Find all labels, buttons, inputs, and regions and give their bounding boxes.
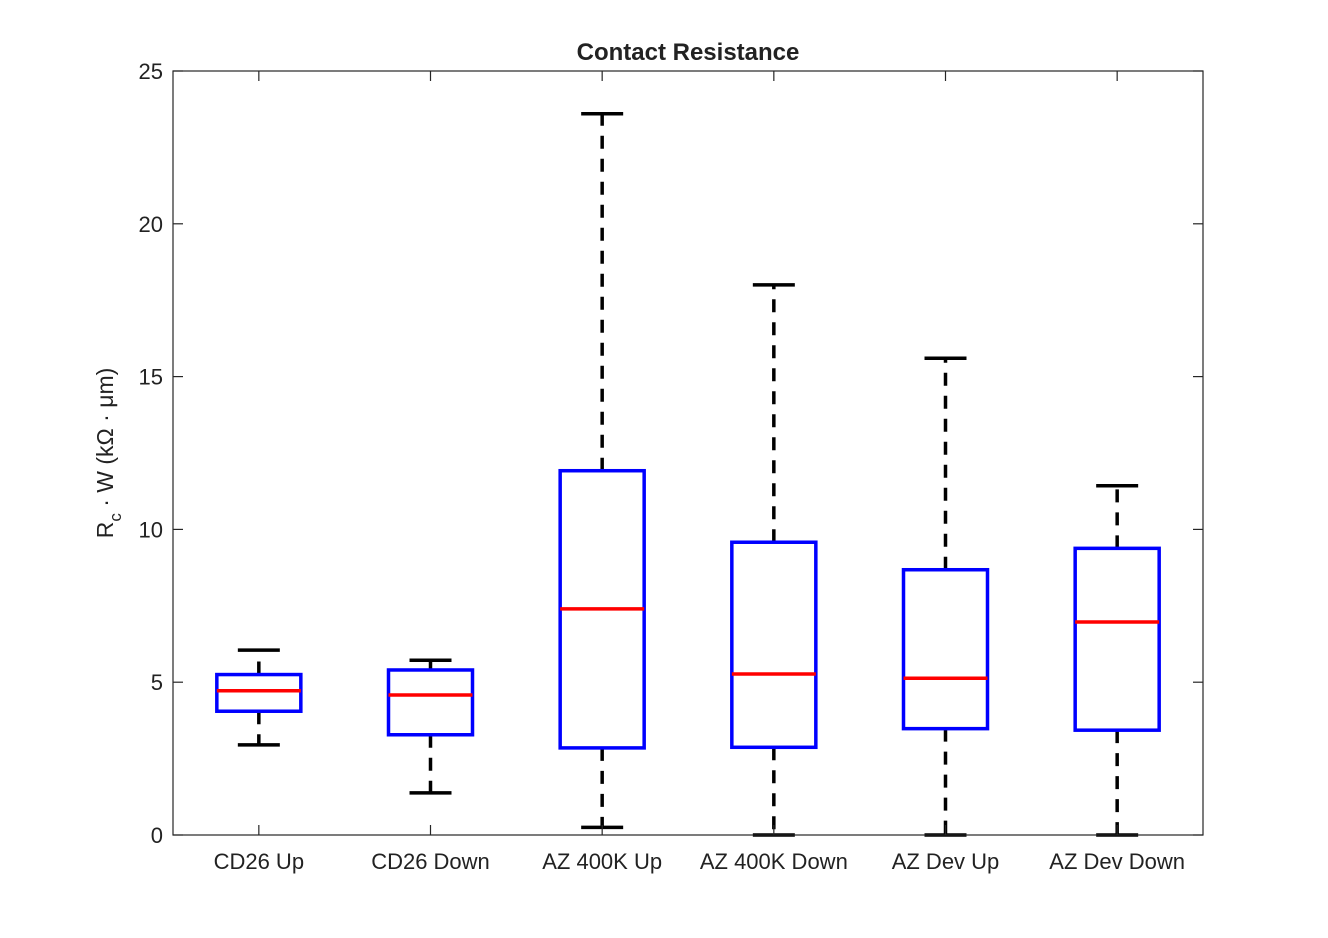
- iqr-box: [730, 540, 818, 750]
- y-tick-label: 20: [139, 212, 163, 237]
- x-tick-label: AZ 400K Up: [542, 849, 662, 874]
- iqr-box: [901, 567, 990, 731]
- x-tick-label: AZ 400K Down: [700, 849, 848, 874]
- iqr-box: [386, 668, 475, 737]
- plot-frame: [172, 70, 1204, 836]
- box-group-3: [558, 112, 646, 830]
- y-axis-label-rest: · W (kΩ · μm): [92, 368, 118, 513]
- chart-title: Contact Resistance: [577, 39, 800, 66]
- x-axis-ticks: CD26 Up CD26 Down AZ 400K Up AZ 400K Down AZ…: [214, 71, 1185, 874]
- iqr-box: [1073, 546, 1161, 732]
- y-tick-label: 25: [139, 59, 163, 84]
- box-group-2: [386, 658, 475, 795]
- y-axis-label-subscript: c: [106, 513, 125, 522]
- y-tick-label: 5: [151, 670, 163, 695]
- box-group-4: [730, 283, 818, 837]
- plot-axes: [172, 70, 1204, 836]
- box-group-1: [215, 648, 303, 747]
- y-axis-ticks: 0 5 10 15 20 25: [139, 59, 1203, 848]
- x-tick-label: AZ Dev Up: [892, 849, 1000, 874]
- x-tick-label: CD26 Up: [214, 849, 304, 874]
- box-plot-marks: [215, 112, 1161, 837]
- box-group-6: [1073, 483, 1161, 837]
- x-tick-label: CD26 Down: [371, 849, 490, 874]
- box-group-5: [901, 356, 990, 837]
- y-tick-label: 0: [151, 823, 163, 848]
- y-tick-label: 15: [139, 365, 163, 390]
- iqr-box: [215, 672, 303, 713]
- y-axis-label: Rc · W (kΩ · μm): [92, 368, 125, 539]
- x-tick-label: AZ Dev Down: [1049, 849, 1185, 874]
- y-axis-label-main: R: [92, 522, 118, 539]
- y-tick-label: 10: [139, 517, 163, 542]
